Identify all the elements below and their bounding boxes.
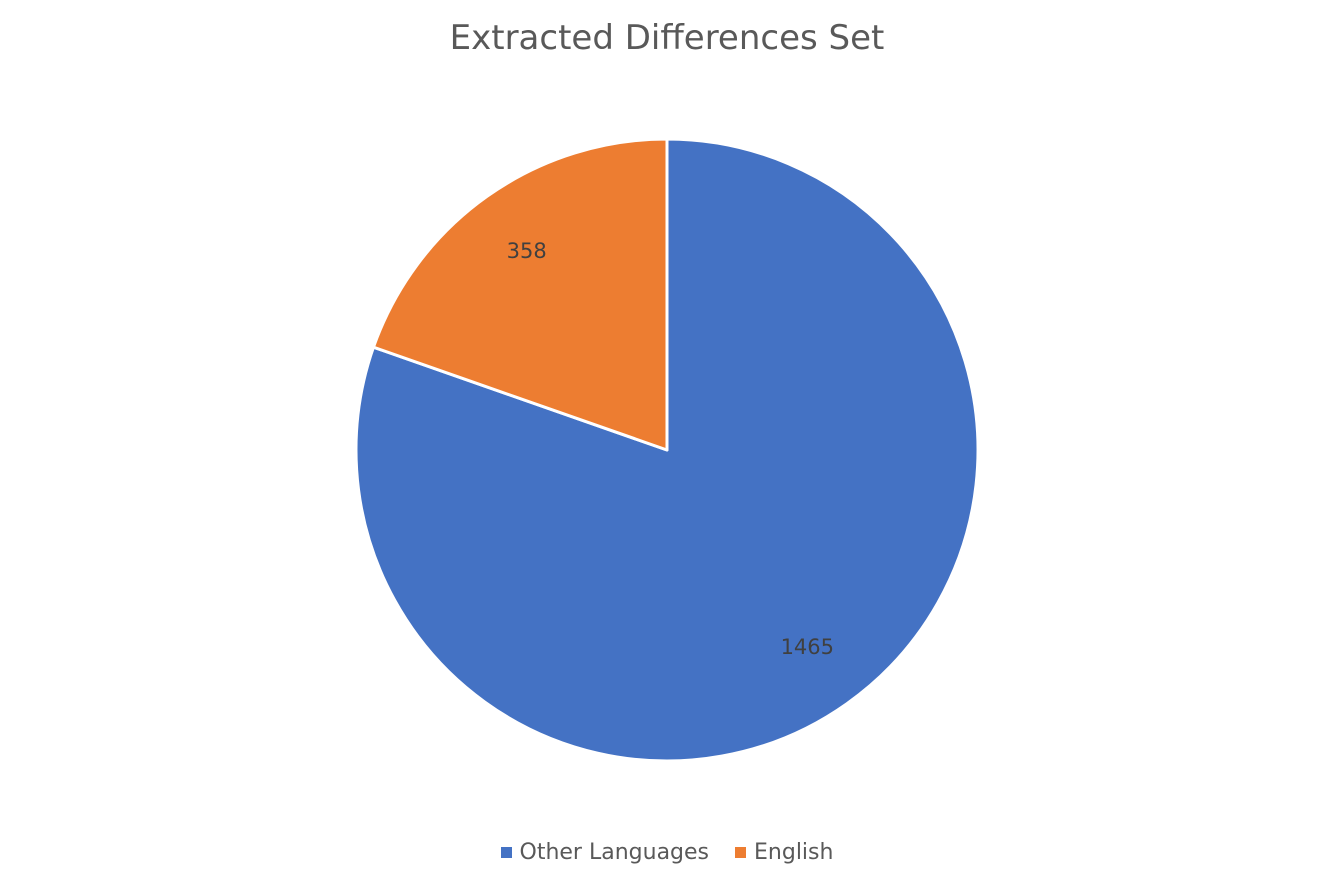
- chart-title: Extracted Differences Set: [449, 18, 885, 58]
- legend-label-english: English: [754, 840, 834, 865]
- legend-swatch-english: [735, 847, 747, 858]
- legend-entry-other-languages: Other Languages: [500, 840, 710, 865]
- pie-slice-other-languages: [354, 137, 980, 763]
- legend-entry-english: English: [735, 840, 833, 865]
- legend-swatch-other-languages: [500, 847, 512, 858]
- legend-label-other-languages: Other Languages: [519, 840, 710, 865]
- legend: Other Languages English: [0, 840, 1334, 865]
- pie-slice-english: [371, 137, 669, 452]
- data-label-other-languages: 1465: [781, 635, 834, 659]
- data-label-english: 358: [507, 239, 547, 263]
